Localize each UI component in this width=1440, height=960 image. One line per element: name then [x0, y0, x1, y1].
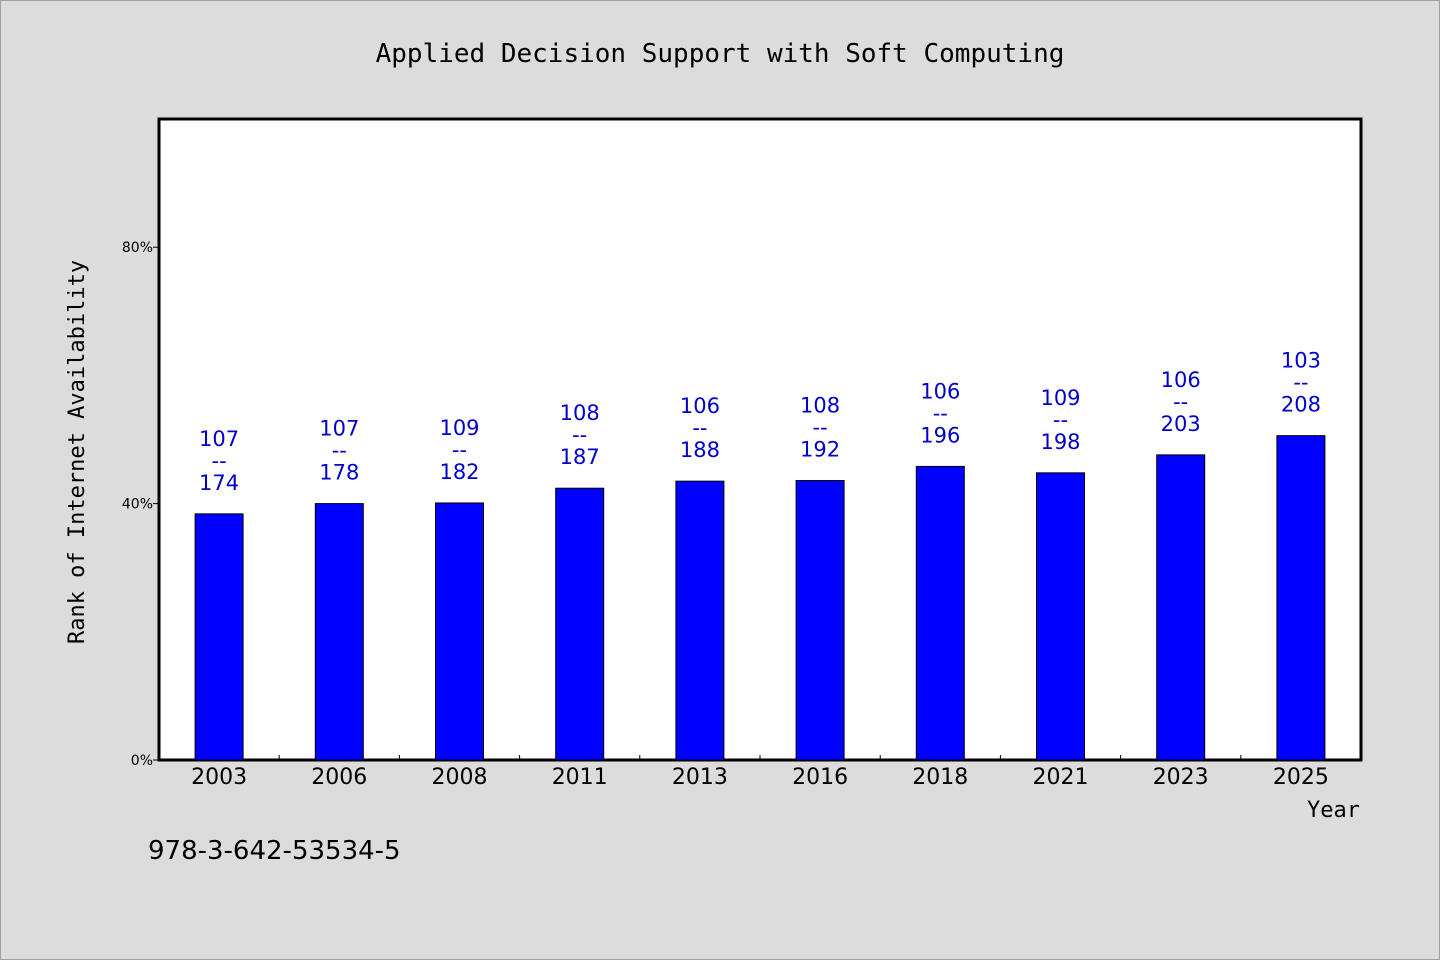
bar-label-bottom-2025: 208 — [1281, 393, 1321, 417]
bar-label-top-2013: 106 — [680, 394, 720, 418]
bars-layer — [194, 435, 1326, 761]
bar-label-top-2003: 107 — [199, 427, 239, 451]
bar-label-sep-2021: -- — [1053, 408, 1068, 432]
bar-label-sep-2013: -- — [692, 416, 707, 440]
x-tick-label-2006: 2006 — [311, 765, 367, 790]
bar-label-top-2011: 108 — [560, 401, 600, 425]
bar-label-top-2023: 106 — [1161, 368, 1201, 392]
chart-title: Applied Decision Support with Soft Compu… — [376, 39, 1065, 69]
bar-label-bottom-2003: 174 — [199, 471, 239, 495]
bar-label-sep-2008: -- — [452, 438, 467, 462]
bar-2016 — [795, 480, 845, 761]
bar-2006 — [314, 503, 364, 761]
bar-2021 — [1036, 472, 1085, 761]
bar-label-sep-2018: -- — [933, 401, 948, 425]
x-tick-label-2013: 2013 — [672, 765, 728, 790]
bar-2011 — [555, 487, 605, 761]
bar-2023 — [1156, 454, 1206, 761]
x-tick-label-2018: 2018 — [912, 765, 968, 790]
bar-label-sep-2023: -- — [1173, 390, 1188, 414]
bar-label-top-2021: 109 — [1040, 386, 1080, 410]
y-axis: 0% 40% 80% — [122, 240, 159, 769]
bar-label-bottom-2021: 198 — [1040, 430, 1080, 454]
y-tick-label: 40% — [122, 497, 153, 513]
bar-label-bottom-2011: 187 — [560, 445, 600, 469]
bar-label-top-2018: 106 — [920, 379, 960, 403]
bar-label-sep-2011: -- — [572, 423, 587, 447]
x-tick-label-2025: 2025 — [1273, 765, 1329, 790]
bar-2008 — [435, 502, 484, 761]
bar-2013 — [675, 480, 725, 761]
y-tick-label: 80% — [122, 240, 153, 256]
x-tick-label-2008: 2008 — [432, 765, 488, 790]
x-axis: 2003 2006 2008 2011 2013 2016 2018 2021 2023 2025 — [191, 755, 1329, 790]
bar-label-top-2016: 108 — [800, 394, 840, 418]
x-axis-label: Year — [1307, 798, 1360, 823]
bar-label-top-2006: 107 — [319, 417, 359, 441]
x-tick-label-2023: 2023 — [1153, 765, 1209, 790]
x-tick-label-2003: 2003 — [191, 765, 247, 790]
bar-label-bottom-2023: 203 — [1161, 412, 1201, 436]
bar-2003 — [194, 513, 244, 761]
bar-label-top-2025: 103 — [1281, 349, 1321, 373]
x-tick-label-2011: 2011 — [552, 765, 608, 790]
bar-label-bottom-2016: 192 — [800, 438, 840, 462]
x-tick-label-2021: 2021 — [1033, 765, 1089, 790]
bar-label-sep-2003: -- — [212, 449, 227, 473]
bar-label-bottom-2008: 182 — [439, 460, 479, 484]
bar-label-sep-2016: -- — [813, 416, 828, 440]
bar-label-bottom-2013: 188 — [680, 438, 720, 462]
bar-label-sep-2006: -- — [332, 439, 347, 463]
bar-label-top-2008: 109 — [439, 416, 479, 440]
bar-label-sep-2025: -- — [1293, 371, 1308, 395]
x-tick-label-2016: 2016 — [792, 765, 848, 790]
bar-2018 — [915, 465, 965, 761]
bar-labels-layer: 107--174107--178109--182108--187106--188… — [199, 349, 1321, 495]
y-tick-label: 0% — [131, 753, 153, 769]
bar-label-bottom-2006: 178 — [319, 461, 359, 485]
bar-2025 — [1276, 435, 1326, 761]
bar-label-bottom-2018: 196 — [920, 423, 960, 447]
isbn-label: 978-3-642-53534-5 — [148, 836, 401, 866]
y-axis-label: Rank of Internet Availability — [65, 260, 90, 644]
